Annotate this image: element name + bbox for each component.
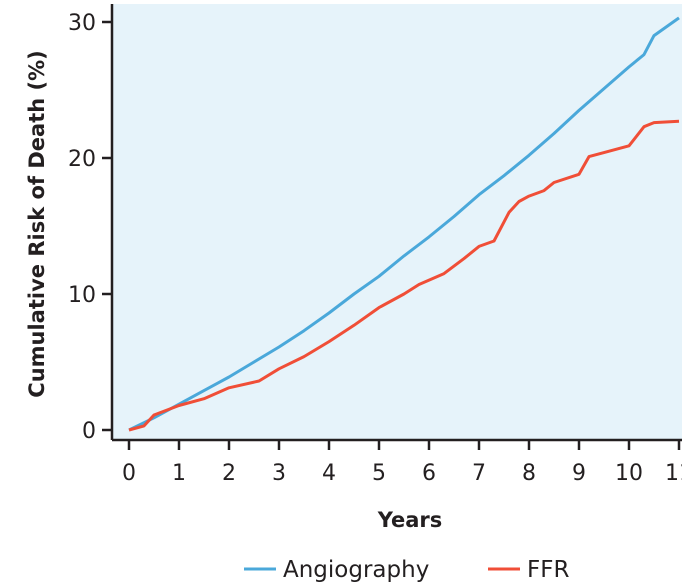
x-tick-label: 11	[665, 461, 682, 486]
x-tick-label: 2	[222, 461, 236, 486]
y-axis-ticks: 0 10 20 30	[68, 11, 112, 444]
x-axis-title: Years	[377, 508, 443, 532]
x-tick-label: 3	[272, 461, 286, 486]
x-tick-label: 0	[122, 461, 136, 486]
series-line-angiography	[128, 16, 680, 432]
x-tick-label: 10	[615, 461, 643, 486]
x-tick-label: 9	[572, 461, 586, 486]
series-line-ffr	[128, 119, 680, 432]
legend-label-angiography: Angiography	[283, 557, 429, 583]
x-tick-label: 4	[322, 461, 336, 486]
x-tick-label: 5	[372, 461, 386, 486]
x-tick-label: 8	[522, 461, 536, 486]
y-tick-label: 20	[68, 147, 96, 172]
x-tick-label: 7	[472, 461, 486, 486]
plot-background	[112, 4, 682, 440]
x-axis-ticks: 0 1 2 3 4 5 6 7 8 9 10 11	[122, 440, 682, 486]
x-tick-label: 6	[422, 461, 436, 486]
y-axis-title: Cumulative Risk of Death (%)	[25, 50, 49, 397]
y-tick-label: 0	[82, 419, 96, 444]
x-tick-label: 1	[172, 461, 186, 486]
y-tick-label: 30	[68, 11, 96, 36]
y-tick-label: 10	[68, 283, 96, 308]
series-layer	[128, 16, 680, 432]
legend: Angiography FFR	[244, 557, 569, 583]
legend-label-ffr: FFR	[527, 557, 569, 583]
